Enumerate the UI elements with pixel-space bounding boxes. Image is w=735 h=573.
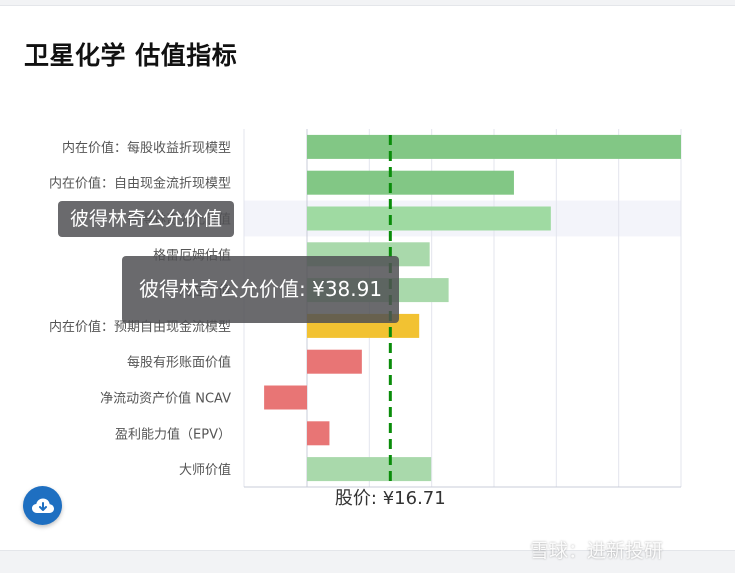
bar[interactable] bbox=[307, 206, 551, 231]
bar[interactable] bbox=[307, 349, 362, 374]
watermark: 雪球：进新投研 bbox=[530, 540, 664, 562]
category-label: 内在价值：自由现金流折现模型 bbox=[49, 176, 231, 192]
cloud-download-icon bbox=[31, 498, 54, 513]
category-label: 盈利能力值（EPV） bbox=[115, 426, 231, 442]
bar[interactable] bbox=[264, 385, 307, 410]
category-label: 大师价值 bbox=[179, 462, 231, 478]
page-title: 卫星化学 估值指标 bbox=[24, 41, 238, 70]
axis-pointer-label: 彼得林奇公允价值 bbox=[58, 201, 235, 237]
download-button[interactable] bbox=[23, 486, 62, 525]
category-label: 净流动资产价值 NCAV bbox=[100, 391, 231, 407]
bar[interactable] bbox=[307, 134, 681, 159]
bar[interactable] bbox=[307, 170, 514, 195]
bar[interactable] bbox=[307, 421, 330, 446]
category-label: 内在价值：每股收益折现模型 bbox=[62, 140, 231, 156]
category-label: 每股有形账面价值 bbox=[127, 355, 231, 371]
bar[interactable] bbox=[307, 457, 432, 482]
price-reference-label: 股价: ¥16.71 bbox=[335, 488, 446, 509]
value-tooltip: 彼得林奇公允价值: ¥38.91 bbox=[122, 256, 400, 323]
